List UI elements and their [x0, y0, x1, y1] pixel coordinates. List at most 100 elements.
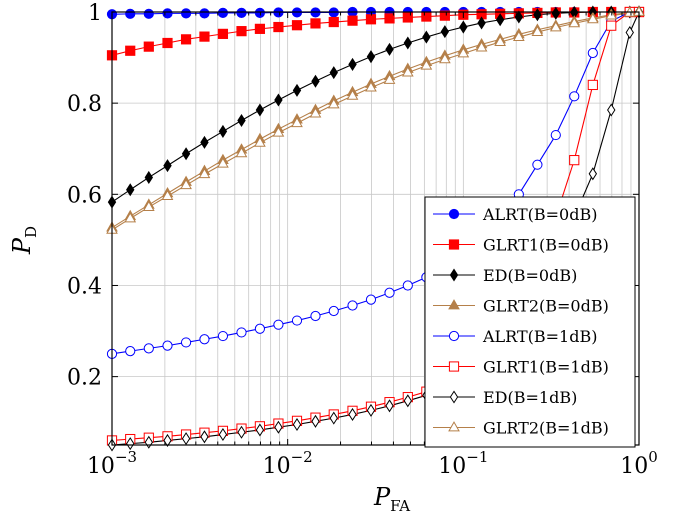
plot-frame [111, 11, 640, 446]
legend-label: GLRT1(B=0dB) [483, 236, 609, 255]
data-point [292, 417, 302, 432]
data-point [385, 42, 394, 56]
data-point [385, 399, 394, 413]
data-point [274, 420, 283, 434]
data-point [254, 136, 266, 147]
x-tick-label: 100 [620, 448, 658, 479]
legend-label: ED(B=1dB) [483, 388, 577, 407]
data-point [237, 113, 246, 128]
legend-box [424, 196, 636, 448]
data-point [200, 135, 209, 149]
data-point [329, 411, 338, 425]
data-point [291, 315, 303, 326]
legend-marker [449, 390, 459, 404]
x-tick-label: 10−1 [438, 448, 488, 479]
data-point [236, 7, 247, 19]
data-point [198, 167, 211, 179]
data-point [365, 294, 377, 305]
data-point [384, 13, 395, 24]
data-point [440, 25, 450, 39]
data-point [403, 394, 413, 408]
data-point [291, 20, 303, 31]
legend: ALRT(B=0dB) GLRT1(B=0dB) ED(B=0dB) GLRT2(B=… [424, 196, 636, 448]
data-point [401, 66, 414, 77]
data-point [180, 34, 192, 45]
data-point [403, 36, 413, 50]
data-point [143, 343, 154, 354]
data-point [254, 7, 266, 19]
data-point [384, 287, 395, 298]
data-point [605, 9, 618, 20]
data-point [477, 16, 486, 30]
data-point [162, 340, 173, 351]
legend-marker [448, 239, 460, 250]
data-point [420, 59, 433, 70]
data-point [142, 200, 155, 211]
data-point [549, 21, 562, 32]
data-point [348, 57, 357, 71]
data-point [143, 8, 154, 19]
data-point [607, 103, 616, 117]
data-point [199, 334, 210, 345]
data-point [218, 427, 228, 442]
data-point [588, 167, 598, 181]
legend-marker [448, 361, 460, 372]
data-point [310, 310, 321, 322]
data-point [494, 35, 506, 46]
data-point [125, 45, 136, 56]
data-point [348, 407, 357, 421]
data-point [311, 414, 320, 428]
data-point [328, 305, 339, 317]
y-tick-label: 0.2 [67, 366, 102, 391]
data-point [255, 423, 265, 437]
data-point [459, 20, 468, 34]
data-point [217, 330, 229, 342]
data-point [180, 178, 192, 190]
legend-label: ALRT(B=1dB) [482, 327, 597, 346]
data-point [163, 159, 172, 173]
data-point [162, 8, 173, 19]
data-point [569, 155, 580, 166]
data-point [236, 327, 247, 338]
data-point [273, 21, 284, 33]
data-point [200, 430, 209, 444]
data-point [254, 323, 266, 334]
data-point [383, 73, 396, 84]
ticks: 10−3 10−2 10−1 100 0.2 0.4 0.6 0.8 1 [67, 1, 658, 479]
x-tick-label: 10−3 [87, 448, 137, 479]
data-point [495, 13, 505, 27]
data-point [439, 10, 450, 21]
data-point [125, 346, 136, 357]
data-point [550, 129, 561, 141]
legend-label: GLRT1(B=1dB) [483, 358, 609, 377]
data-point [125, 8, 136, 19]
data-point [457, 47, 470, 58]
data-point [587, 79, 598, 91]
data-point [161, 189, 174, 201]
data-point [366, 50, 376, 64]
data-point [180, 337, 192, 348]
y-tick-label: 0.4 [67, 274, 102, 299]
data-point [274, 93, 283, 107]
data-point [124, 212, 137, 223]
data-point [569, 91, 580, 102]
legend-marker [448, 421, 460, 432]
data-point [347, 15, 358, 26]
data-point [126, 437, 135, 451]
data-point [365, 14, 377, 25]
legend-label: GLRT2(B=0dB) [483, 297, 609, 316]
legend-marker [448, 208, 460, 220]
y-tick-label: 0.6 [67, 183, 102, 208]
data-point [587, 47, 598, 59]
legend-label: ALRT(B=0dB) [482, 205, 597, 224]
data-point [235, 146, 248, 158]
data-point [255, 103, 265, 117]
data-point [402, 280, 413, 291]
data-point [531, 25, 544, 36]
data-point [422, 30, 431, 44]
y-tick-label: 1 [88, 1, 102, 26]
data-point [217, 28, 229, 39]
data-point [126, 183, 135, 197]
data-point [310, 18, 321, 29]
data-point [237, 425, 246, 439]
